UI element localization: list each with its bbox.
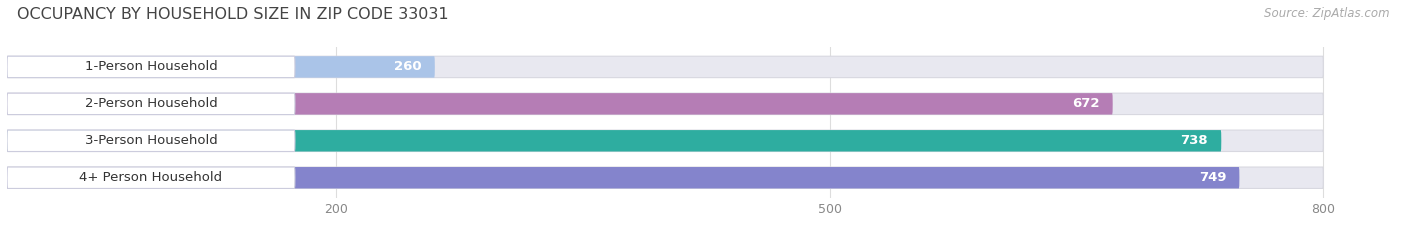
Text: Source: ZipAtlas.com: Source: ZipAtlas.com [1264, 7, 1389, 20]
FancyBboxPatch shape [7, 93, 295, 115]
Text: 4+ Person Household: 4+ Person Household [79, 171, 222, 184]
Text: 3-Person Household: 3-Person Household [84, 134, 218, 147]
Text: 738: 738 [1181, 134, 1208, 147]
FancyBboxPatch shape [7, 56, 1323, 78]
FancyBboxPatch shape [7, 130, 1222, 151]
Text: OCCUPANCY BY HOUSEHOLD SIZE IN ZIP CODE 33031: OCCUPANCY BY HOUSEHOLD SIZE IN ZIP CODE … [17, 7, 449, 22]
FancyBboxPatch shape [7, 130, 1323, 151]
Text: 2-Person Household: 2-Person Household [84, 97, 218, 110]
FancyBboxPatch shape [7, 93, 1323, 115]
Text: 749: 749 [1199, 171, 1226, 184]
Text: 672: 672 [1071, 97, 1099, 110]
Text: 1-Person Household: 1-Person Household [84, 60, 218, 73]
Text: 260: 260 [394, 60, 422, 73]
FancyBboxPatch shape [7, 167, 295, 188]
FancyBboxPatch shape [7, 167, 1240, 188]
FancyBboxPatch shape [7, 167, 1323, 188]
FancyBboxPatch shape [7, 56, 295, 78]
FancyBboxPatch shape [7, 93, 1112, 115]
FancyBboxPatch shape [7, 56, 434, 78]
FancyBboxPatch shape [7, 130, 295, 151]
